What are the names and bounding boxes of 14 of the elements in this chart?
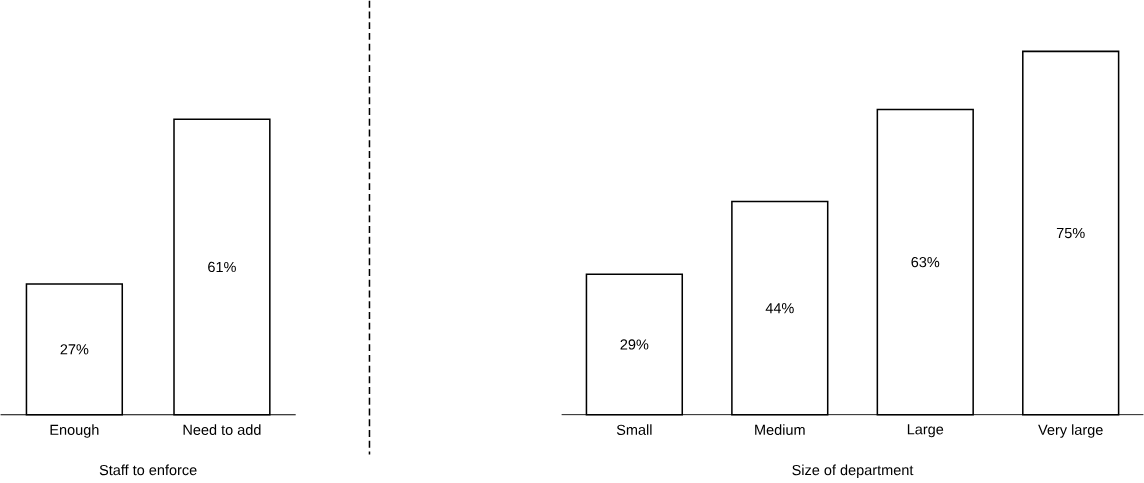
data-label: 29%	[620, 339, 649, 350]
x-axis-title: Size of department	[792, 464, 914, 479]
x-tick-label: Enough	[50, 424, 99, 438]
data-label: 27%	[60, 344, 89, 355]
x-axis-title: Staff to enforce	[99, 464, 197, 476]
data-label: 75%	[1056, 228, 1085, 239]
data-label: 44%	[765, 303, 794, 314]
x-tick-label: Large	[907, 424, 944, 438]
x-tick-label: Need to add	[183, 424, 261, 436]
data-label: 61%	[208, 261, 236, 273]
x-tick-label: Very large	[1038, 424, 1103, 438]
x-tick-label: Small	[616, 424, 652, 436]
data-label: 63%	[911, 257, 940, 268]
x-tick-label: Medium	[755, 424, 805, 436]
